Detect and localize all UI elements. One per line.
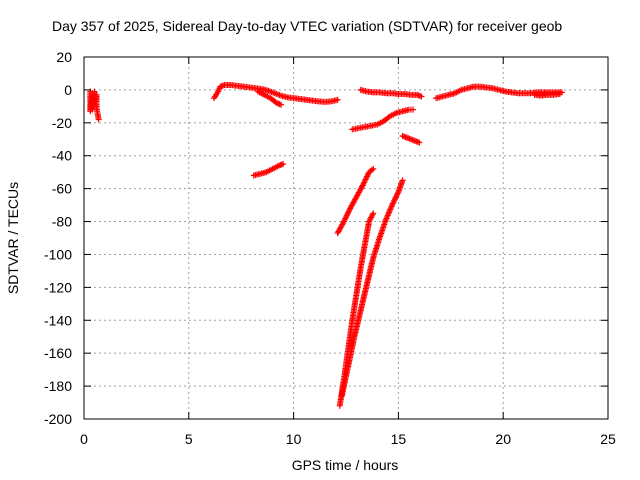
y-axis-label: SDTVAR / TECUs <box>5 182 21 294</box>
data-point <box>370 210 377 217</box>
y-tick-label: -40 <box>52 148 72 164</box>
x-tick-label: 20 <box>495 431 511 447</box>
y-axis-ticks: 20 0 -20 -40 -60 -80 -100 -120 -140 -160 -180 -200 <box>44 49 608 427</box>
data-points <box>87 81 565 409</box>
data-point <box>370 165 377 172</box>
data-point <box>366 218 373 225</box>
x-axis-ticks: 0 5 10 15 20 25 <box>80 57 616 447</box>
data-point <box>416 139 423 146</box>
data-point <box>367 215 374 222</box>
data-point <box>366 217 373 224</box>
y-tick-label: -200 <box>44 411 72 427</box>
y-tick-label: 0 <box>64 82 72 98</box>
data-point <box>410 106 417 113</box>
x-tick-label: 10 <box>286 431 302 447</box>
y-tick-label: -160 <box>44 345 72 361</box>
data-point <box>399 177 406 184</box>
x-tick-label: 15 <box>391 431 407 447</box>
x-tick-label: 5 <box>185 431 193 447</box>
y-tick-label: -120 <box>44 279 72 295</box>
y-tick-label: -100 <box>44 246 72 262</box>
data-point <box>368 166 375 173</box>
x-tick-label: 25 <box>600 431 616 447</box>
data-point <box>368 214 375 221</box>
data-point <box>418 93 425 100</box>
data-point <box>368 213 375 220</box>
y-tick-label: -140 <box>44 312 72 328</box>
y-tick-label: -80 <box>52 214 72 230</box>
y-tick-label: -60 <box>52 181 72 197</box>
data-point <box>334 96 341 103</box>
plot-frame <box>83 56 609 420</box>
data-point <box>369 211 376 218</box>
data-point <box>95 116 102 123</box>
data-point <box>278 101 285 108</box>
data-point <box>556 91 563 98</box>
y-tick-label: -180 <box>44 378 72 394</box>
chart-title: Day 357 of 2025, Sidereal Day-to-day VTE… <box>52 18 562 34</box>
data-point <box>280 160 287 167</box>
y-tick-label: 20 <box>56 49 72 65</box>
x-tick-label: 0 <box>80 431 88 447</box>
x-axis-label: GPS time / hours <box>292 457 399 473</box>
y-tick-label: -20 <box>52 115 72 131</box>
